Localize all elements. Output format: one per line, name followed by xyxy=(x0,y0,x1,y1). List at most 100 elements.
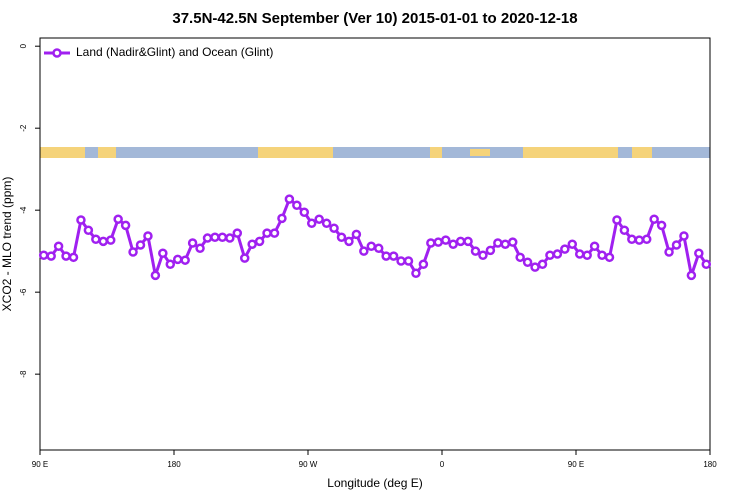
legend-marker xyxy=(52,48,62,58)
data-point xyxy=(98,236,109,247)
data-point xyxy=(105,235,116,245)
data-point xyxy=(180,255,190,265)
data-point xyxy=(239,253,250,263)
data-point xyxy=(277,213,287,224)
data-point xyxy=(656,220,667,231)
x-tick-label: 180 xyxy=(703,460,717,469)
data-point xyxy=(627,234,637,245)
data-point xyxy=(262,228,272,238)
data-point xyxy=(83,225,94,236)
data-point xyxy=(507,237,518,247)
data-point xyxy=(455,236,466,247)
data-point xyxy=(701,259,712,270)
data-point xyxy=(158,248,168,258)
data-point xyxy=(589,241,600,252)
data-point xyxy=(68,252,79,263)
data-point xyxy=(671,240,682,250)
data-point xyxy=(560,244,570,254)
x-axis-label: Longitude (deg E) xyxy=(327,476,422,490)
data-point xyxy=(515,252,525,263)
data-point xyxy=(150,270,161,281)
data-point xyxy=(254,236,265,247)
x-tick-label: 90 E xyxy=(568,460,584,469)
data-point xyxy=(247,239,257,249)
data-point xyxy=(292,200,302,211)
data-point xyxy=(612,215,622,225)
map-strip xyxy=(40,147,710,158)
data-point xyxy=(314,214,324,224)
data-point xyxy=(396,256,406,266)
data-point xyxy=(373,243,384,254)
data-point xyxy=(433,237,444,247)
data-point xyxy=(38,250,49,261)
data-point xyxy=(135,240,146,250)
data-point xyxy=(463,236,473,247)
y-tick-label: -2 xyxy=(19,124,28,132)
data-point xyxy=(493,238,503,248)
data-point xyxy=(440,235,451,245)
data-point xyxy=(686,270,697,281)
data-point xyxy=(53,241,64,252)
data-point xyxy=(120,220,131,231)
data-point xyxy=(530,262,540,272)
data-point xyxy=(359,246,369,256)
data-point xyxy=(165,259,176,270)
data-point xyxy=(381,251,391,261)
data-point xyxy=(321,218,332,229)
data-point xyxy=(269,228,280,238)
data-point xyxy=(366,241,377,252)
y-axis-label: XCO2 - MLO trend (ppm) xyxy=(0,177,14,312)
chart-title: 37.5N-42.5N September (Ver 10) 2015-01-0… xyxy=(172,10,577,27)
series-line xyxy=(43,197,708,277)
data-point xyxy=(336,232,347,242)
legend-label: Land (Nadir&Glint) and Ocean (Glint) xyxy=(76,45,273,59)
data-point xyxy=(351,229,362,240)
data-point xyxy=(448,239,458,249)
y-tick-label: -8 xyxy=(19,370,28,378)
data-point xyxy=(210,232,220,242)
x-tick-label: 180 xyxy=(167,460,181,469)
data-point xyxy=(641,234,652,245)
data-point xyxy=(217,232,228,242)
data-point xyxy=(537,259,548,270)
data-point xyxy=(329,223,339,233)
data-point xyxy=(299,207,310,217)
data-point xyxy=(634,235,645,245)
data-point xyxy=(128,247,138,257)
data-point xyxy=(284,194,295,204)
data-point xyxy=(91,234,101,245)
data-point xyxy=(582,250,592,261)
data-point xyxy=(411,268,421,279)
data-point xyxy=(597,250,607,261)
data-point xyxy=(46,251,56,261)
data-point xyxy=(195,243,205,254)
data-point xyxy=(694,248,704,258)
x-tick-label: 90 W xyxy=(299,460,318,469)
plot-frame xyxy=(39,37,711,451)
data-point xyxy=(567,239,578,249)
data-point xyxy=(470,246,481,256)
data-point xyxy=(522,257,533,267)
y-tick-label: -4 xyxy=(19,206,28,214)
legend: Land (Nadir&Glint) and Ocean (Glint) xyxy=(44,45,273,59)
data-point xyxy=(113,214,123,224)
data-point xyxy=(426,238,436,248)
x-tick-label: 0 xyxy=(440,460,445,469)
data-point xyxy=(143,231,153,241)
data-point xyxy=(604,252,615,263)
y-tick-label: 0 xyxy=(19,43,28,48)
data-point xyxy=(187,238,198,248)
data-point xyxy=(225,233,235,243)
data-point xyxy=(306,218,317,229)
data-point xyxy=(403,256,414,266)
x-tick-label: 90 E xyxy=(32,460,48,469)
data-point xyxy=(574,249,585,259)
y-tick-label: -6 xyxy=(19,288,28,296)
data-point xyxy=(418,259,429,270)
data-point xyxy=(388,251,399,261)
data-point xyxy=(649,214,659,224)
data-point xyxy=(545,250,555,261)
data-point xyxy=(485,245,496,256)
data-point xyxy=(172,254,183,265)
